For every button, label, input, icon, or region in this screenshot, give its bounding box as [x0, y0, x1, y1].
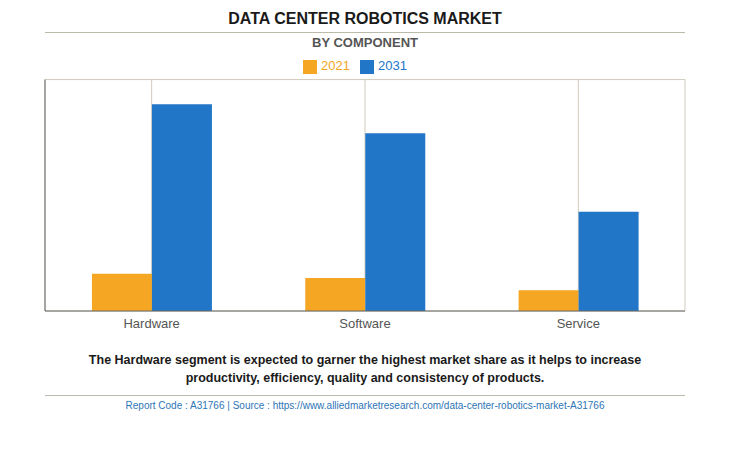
- svg-text:Software: Software: [339, 316, 390, 331]
- html-text:DATA CENTER ROBOTICS MARKET: DATA CENTER ROBOTICS MARKET: [228, 10, 502, 27]
- html-text:Report Code : A31766 | Source: Report Code : A31766 | Source : https://…: [125, 400, 605, 411]
- html-text:BY COMPONENT: BY COMPONENT: [312, 35, 418, 50]
- html-text:The Hardware segment is expect: The Hardware segment is expected to garn…: [88, 353, 642, 367]
- svg-text:Hardware: Hardware: [123, 316, 179, 331]
- html-text:productivity, efficiency, qual: productivity, efficiency, quality and co…: [185, 371, 545, 385]
- html-text:2031: 2031: [378, 58, 407, 73]
- html-text:2021: 2021: [321, 58, 350, 73]
- svg-text:Service: Service: [557, 316, 600, 331]
